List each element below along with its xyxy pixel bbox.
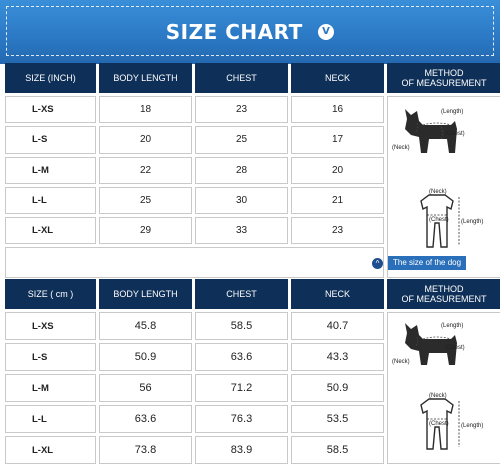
col-header-method: METHOD OF MEASUREMENT [387, 63, 500, 93]
length-cell: 25 [99, 186, 192, 215]
length-cell: 22 [99, 156, 192, 184]
chest-cell: 63.6 [195, 343, 288, 371]
chest-cell: 25 [195, 126, 288, 154]
label-neck-garment: (Neck) [429, 189, 447, 195]
col-header-chest: CHEST [195, 63, 288, 93]
neck-cell: 43.3 [291, 343, 384, 371]
size-cell: L-M [5, 374, 96, 402]
length-cell: 45.8 [99, 312, 192, 340]
size-cell: L-S [5, 126, 96, 154]
garment-figure-icon [420, 398, 460, 450]
neck-cell: 16 [291, 96, 384, 124]
chest-cell: 76.3 [195, 405, 288, 433]
col-header-body-length: BODY LENGTH [99, 63, 192, 93]
size-cell: L-XL [5, 217, 96, 245]
size-cell: L-L [5, 405, 96, 433]
size-table-inch: SIZE (INCH) BODY LENGTH CHEST NECK METHO… [2, 60, 500, 281]
size-cell: L-XS [5, 312, 96, 340]
neck-cell: 40.7 [291, 312, 384, 340]
blank-row [5, 247, 500, 278]
length-cell: 63.6 [99, 405, 192, 433]
dog-side-figure-icon [405, 323, 457, 365]
label-chest-garment: (Chest) [429, 421, 449, 427]
size-chart-banner: SIZE CHART V [0, 0, 500, 64]
neck-cell: 20 [291, 156, 384, 184]
label-neck: (Neck) [392, 359, 410, 365]
col-header-body-length: BODY LENGTH [99, 279, 192, 309]
chest-cell: 33 [195, 217, 288, 245]
neck-cell: 53.5 [291, 405, 384, 433]
method-line2: OF MEASUREMENT [401, 78, 487, 88]
neck-cell: 21 [291, 186, 384, 215]
dog-size-caption: ^ The size of the dog [372, 256, 467, 270]
size-cell: L-XS [5, 96, 96, 124]
header-row: SIZE ( cm ) BODY LENGTH CHEST NECK METHO… [5, 279, 500, 309]
table-row: L-S 20 25 17 [5, 126, 500, 154]
blank-cell [5, 247, 384, 278]
chest-cell: 83.9 [195, 436, 288, 464]
neck-cell: 58.5 [291, 436, 384, 464]
table-row: L-XS 45.8 58.5 40.7 (Length) (Chest) (Ne… [5, 312, 500, 464]
page-title: SIZE CHART [165, 19, 303, 44]
up-arrow-icon: ^ [372, 257, 383, 269]
size-cell: L-M [5, 156, 96, 184]
size-table-cm: SIZE ( cm ) BODY LENGTH CHEST NECK METHO… [2, 276, 500, 467]
table-row: L-M 56 71.2 50.9 [5, 374, 500, 402]
method-line1: METHOD [424, 68, 464, 78]
label-neck-garment: (Neck) [429, 393, 447, 399]
garment-figure-icon [420, 194, 460, 248]
label-chest: (Chest) [445, 131, 465, 137]
size-cell: L-XL [5, 436, 96, 464]
table-row: L-XL 73.8 83.9 58.5 [5, 436, 500, 464]
neck-cell: 23 [291, 217, 384, 245]
measurement-diagram-icon: (Length) (Chest) (Neck) (Neck) (Chest) (… [392, 109, 483, 248]
neck-cell: 17 [291, 126, 384, 154]
col-header-size: SIZE ( cm ) [5, 279, 96, 309]
col-header-size: SIZE (INCH) [5, 63, 96, 93]
table-row: L-XL 29 33 23 [5, 217, 500, 245]
col-header-neck: NECK [291, 63, 384, 93]
col-header-chest: CHEST [195, 279, 288, 309]
label-chest-garment: (Chest) [429, 217, 449, 223]
label-length-garment: (Length) [461, 423, 483, 429]
length-cell: 56 [99, 374, 192, 402]
measurement-diagram-icon: (Length) (Chest) (Neck) (Neck) (Chest) (… [392, 323, 483, 450]
table-row: L-S 50.9 63.6 43.3 [5, 343, 500, 371]
chevron-badge-icon: V [318, 23, 335, 40]
header-row: SIZE (INCH) BODY LENGTH CHEST NECK METHO… [5, 63, 500, 93]
table-row: L-M 22 28 20 [5, 156, 500, 184]
label-length-garment: (Length) [461, 219, 483, 225]
label-neck: (Neck) [392, 145, 410, 151]
method-diagram-cell: (Length) (Chest) (Neck) (Neck) (Chest) (… [387, 96, 500, 278]
table-row: L-XS 18 23 16 (Length) (Chest) (Neck) [5, 96, 500, 278]
chest-cell: 28 [195, 156, 288, 184]
chest-cell: 71.2 [195, 374, 288, 402]
length-cell: 29 [99, 217, 192, 245]
length-cell: 18 [99, 96, 192, 124]
chest-cell: 58.5 [195, 312, 288, 340]
label-chest: (Chest) [445, 345, 465, 351]
banner-stitch-border [6, 6, 494, 56]
label-length: (Length) [441, 109, 463, 115]
length-cell: 50.9 [99, 343, 192, 371]
method-line1: METHOD [424, 284, 464, 294]
table-row: L-L 63.6 76.3 53.5 [5, 405, 500, 433]
length-cell: 20 [99, 126, 192, 154]
table-row: L-L 25 30 21 [5, 186, 500, 215]
size-cell: L-L [5, 186, 96, 215]
label-length: (Length) [441, 323, 463, 329]
neck-cell: 50.9 [291, 374, 384, 402]
method-diagram-cell: (Length) (Chest) (Neck) (Neck) (Chest) (… [387, 312, 500, 464]
col-header-neck: NECK [291, 279, 384, 309]
caption-label: The size of the dog [388, 256, 467, 270]
chest-cell: 30 [195, 186, 288, 215]
col-header-method: METHOD OF MEASUREMENT [387, 279, 500, 309]
length-cell: 73.8 [99, 436, 192, 464]
chest-cell: 23 [195, 96, 288, 124]
dog-side-figure-icon [405, 109, 457, 153]
method-line2: OF MEASUREMENT [401, 294, 487, 304]
banner-title-wrap: SIZE CHART V [0, 18, 500, 44]
size-cell: L-S [5, 343, 96, 371]
